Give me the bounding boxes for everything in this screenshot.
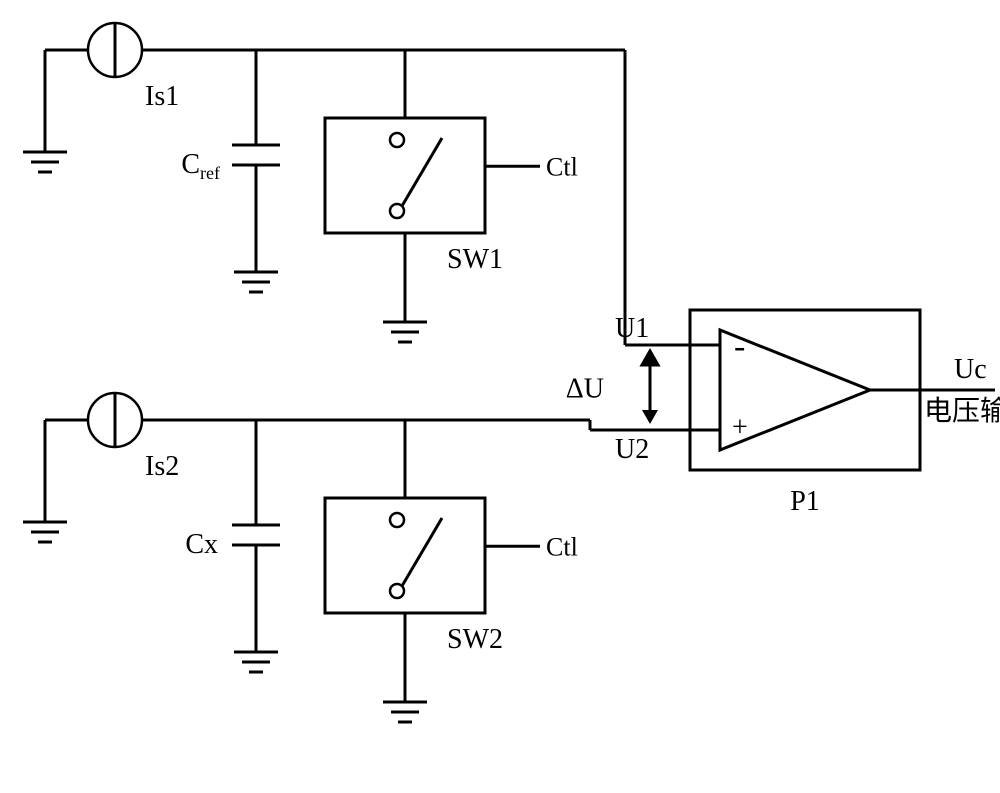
label-cref: C — [181, 149, 200, 180]
label-is1: Is1 — [145, 81, 179, 112]
label-cref-sub: ref — [200, 163, 220, 183]
opamp-plus: + — [732, 412, 748, 443]
label-out-text: 电压输出 — [924, 395, 1000, 427]
label-ctl1: Ctl — [546, 152, 578, 181]
label-u2: U2 — [615, 434, 649, 465]
label-is2: Is2 — [145, 451, 179, 482]
label-p1: P1 — [790, 486, 820, 517]
label-du: ΔU — [566, 374, 604, 405]
label-sw2: SW2 — [447, 624, 503, 655]
label-ctl2: Ctl — [546, 532, 578, 561]
label-cx: Cx — [185, 529, 218, 560]
label-uc: Uc — [954, 354, 987, 385]
label-sw1: SW1 — [447, 244, 503, 275]
label-u1: U1 — [615, 313, 649, 344]
opamp-minus: - — [734, 328, 745, 365]
circuit-diagram: Is1 Cref SW1 Ctl Is2 Cx SW2 Ctl - + Uc 电压输出 P1 U1 U2 ΔU — [0, 0, 1000, 788]
